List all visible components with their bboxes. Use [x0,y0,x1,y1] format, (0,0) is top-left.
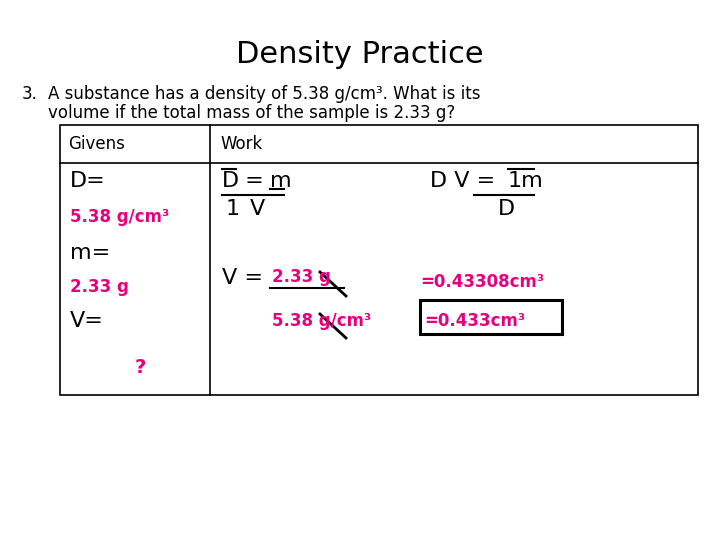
Text: 5.38 g/cm³: 5.38 g/cm³ [272,312,372,330]
Text: V: V [250,199,265,219]
Bar [420,300,562,334]
Text: V =: V = [222,268,270,288]
Text: D: D [498,199,515,219]
Text: =0.433cm³: =0.433cm³ [424,312,525,330]
Text: =0.43308cm³: =0.43308cm³ [420,273,544,291]
Text: m: m [270,171,292,191]
Text: 3.: 3. [22,85,38,103]
Text: =0.433cm³: =0.433cm³ [424,312,525,330]
Text: D V =: D V = [430,171,495,191]
Text: 5.38 g/cm³: 5.38 g/cm³ [70,208,169,226]
Text: A substance has a density of 5.38 g/cm³. What is its: A substance has a density of 5.38 g/cm³.… [48,85,480,103]
Text: Density Practice: Density Practice [236,40,484,69]
Text: m=: m= [70,243,110,263]
Text: D=: D= [70,171,106,191]
Text: 2.33 g: 2.33 g [70,278,129,296]
Text: V=: V= [70,311,104,331]
Text: D: D [222,171,239,191]
Text: volume if the total mass of the sample is 2.33 g?: volume if the total mass of the sample i… [48,104,455,122]
Text: =: = [238,171,271,191]
Text: Givens: Givens [68,135,125,153]
Text: 1m: 1m [508,171,544,191]
Text: 1: 1 [226,199,240,219]
Text: ?: ? [135,358,146,377]
Text: 2.33 g: 2.33 g [272,268,331,286]
Bar [60,125,698,395]
Text: Work: Work [220,135,262,153]
